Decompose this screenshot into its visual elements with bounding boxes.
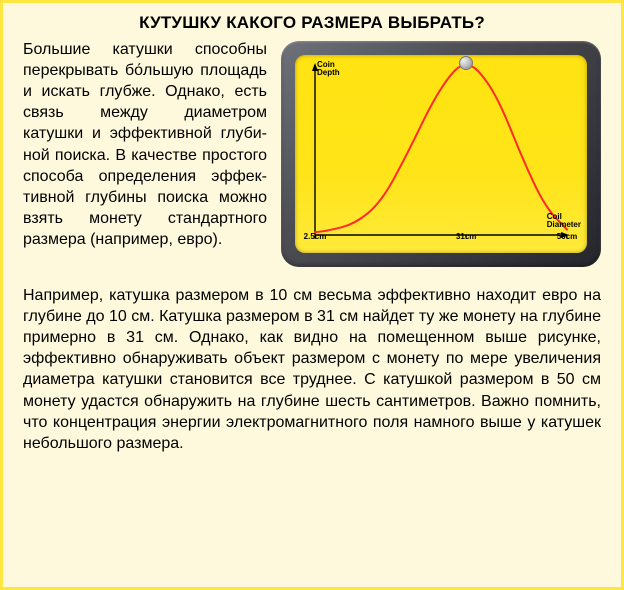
chart-svg xyxy=(295,55,587,253)
y-axis-label: Coin Depth xyxy=(317,61,340,77)
card-title: КУТУШКУ КАКОГО РАЗМЕРА ВЫБРАТЬ? xyxy=(23,13,601,33)
info-card: КУТУШКУ КАКОГО РАЗМЕРА ВЫБРАТЬ? Coin Dep… xyxy=(0,0,624,590)
x-tick-label: 2.5cm xyxy=(304,232,327,241)
coil-depth-chart: Coin Depth Coil Diameter 2.5cm 31cm 50cm xyxy=(295,55,587,253)
x-tick-label: 50cm xyxy=(557,232,577,241)
top-block: Coin Depth Coil Diameter 2.5cm31cm50cm Б… xyxy=(23,39,601,271)
chart-device: Coin Depth Coil Diameter 2.5cm 31cm 50cm xyxy=(281,41,601,267)
paragraph-2: Например, катушка размером в 10 см весьм… xyxy=(23,285,601,454)
x-tick-label: 31cm xyxy=(456,232,476,241)
coin-marker-icon xyxy=(459,56,473,70)
device-bezel: Coin Depth Coil Diameter 2.5cm 31cm 50cm xyxy=(281,41,601,267)
x-axis-label: Coil Diameter xyxy=(547,213,581,229)
